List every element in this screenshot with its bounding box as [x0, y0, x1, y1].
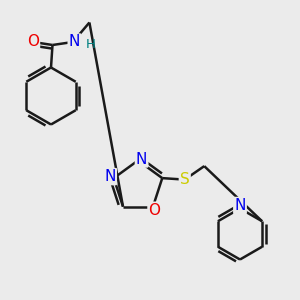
Text: S: S — [180, 172, 190, 187]
Text: N: N — [104, 169, 116, 184]
Text: N: N — [136, 152, 147, 166]
Text: O: O — [148, 203, 160, 218]
Text: N: N — [69, 34, 80, 50]
Text: O: O — [27, 34, 39, 50]
Text: N: N — [234, 198, 246, 213]
Text: H: H — [86, 38, 96, 51]
